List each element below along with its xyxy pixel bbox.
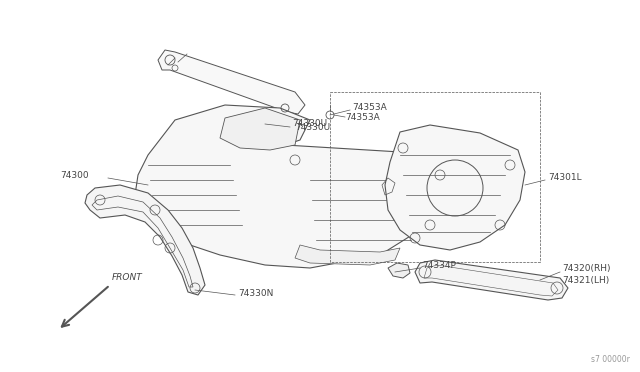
Text: 74320(RH): 74320(RH) bbox=[562, 263, 611, 273]
Text: 74330N: 74330N bbox=[238, 289, 273, 298]
Polygon shape bbox=[415, 260, 568, 300]
Polygon shape bbox=[388, 263, 410, 278]
Text: 74300: 74300 bbox=[60, 170, 88, 180]
Text: 74334P: 74334P bbox=[422, 260, 456, 269]
Polygon shape bbox=[135, 105, 455, 268]
Polygon shape bbox=[158, 50, 305, 114]
Text: 74353A: 74353A bbox=[345, 112, 380, 122]
Text: FRONT: FRONT bbox=[112, 273, 143, 282]
Text: 74330U: 74330U bbox=[295, 122, 330, 131]
Text: 74321(LH): 74321(LH) bbox=[562, 276, 609, 285]
Polygon shape bbox=[385, 125, 525, 250]
Text: 74330U: 74330U bbox=[292, 119, 327, 128]
Polygon shape bbox=[220, 108, 300, 150]
Text: 74353A: 74353A bbox=[352, 103, 387, 112]
Text: 74301L: 74301L bbox=[548, 173, 582, 183]
Polygon shape bbox=[295, 245, 400, 265]
Polygon shape bbox=[85, 185, 205, 295]
Text: s7 00000r: s7 00000r bbox=[591, 355, 630, 364]
